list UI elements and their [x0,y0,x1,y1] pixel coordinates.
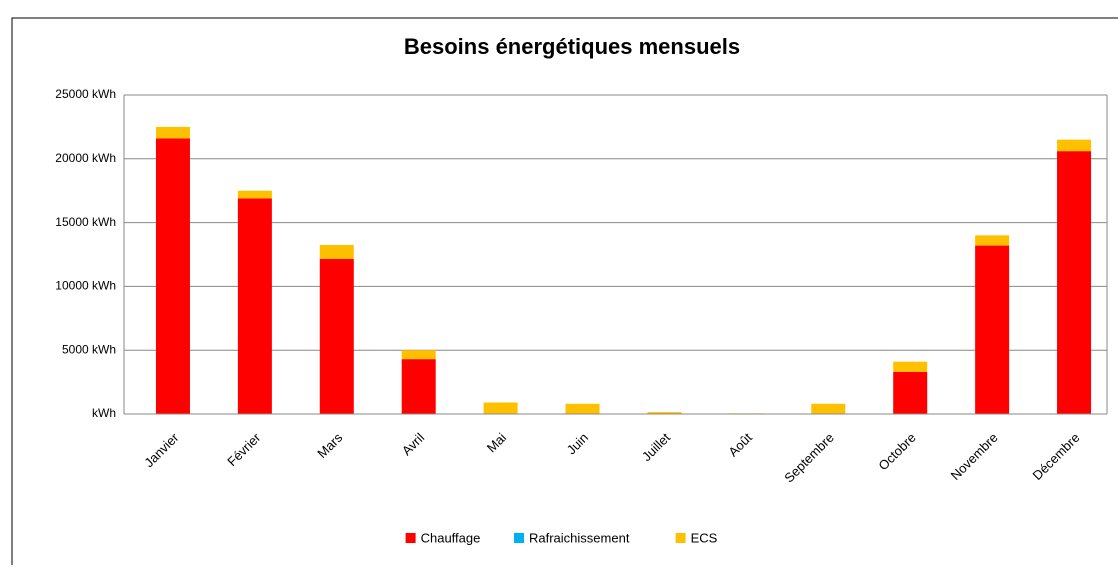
legend-swatch [675,533,686,543]
bar-segment [319,258,354,414]
legend-label: Rafraichissement [529,530,630,545]
bar-segment [237,190,272,199]
bar-segment [483,402,518,414]
y-tick-label: kWh [92,406,116,420]
y-tick-label: 20000 kWh [55,151,116,165]
bar-segment [1057,139,1092,152]
bar-segment [975,235,1010,246]
bar-segment [975,245,1010,414]
bar-segment [893,361,928,372]
legend-swatch [405,533,416,543]
bar-segment [401,359,436,414]
legend-label: ECS [691,530,718,545]
bar-segment [565,403,600,414]
y-tick-label: 5000 kWh [62,342,116,356]
legend-swatch [514,533,524,543]
bar-segment [811,403,846,414]
legend-label: Chauffage [421,530,481,545]
y-tick-label: 15000 kWh [55,215,116,229]
bar-segment [893,371,928,414]
bar-segment [155,138,190,414]
bar-segment [237,198,272,414]
y-tick-label: 10000 kWh [55,279,116,293]
chart-title: Besoins énergétiques mensuels [404,34,740,59]
bar-segment [401,350,436,360]
y-tick-label: 25000 kWh [55,87,116,101]
bar-segment [1057,151,1092,415]
bar-segment [647,412,682,414]
chart-frame [11,17,1118,570]
bar-segment [155,126,190,139]
bar-segment [319,244,354,259]
